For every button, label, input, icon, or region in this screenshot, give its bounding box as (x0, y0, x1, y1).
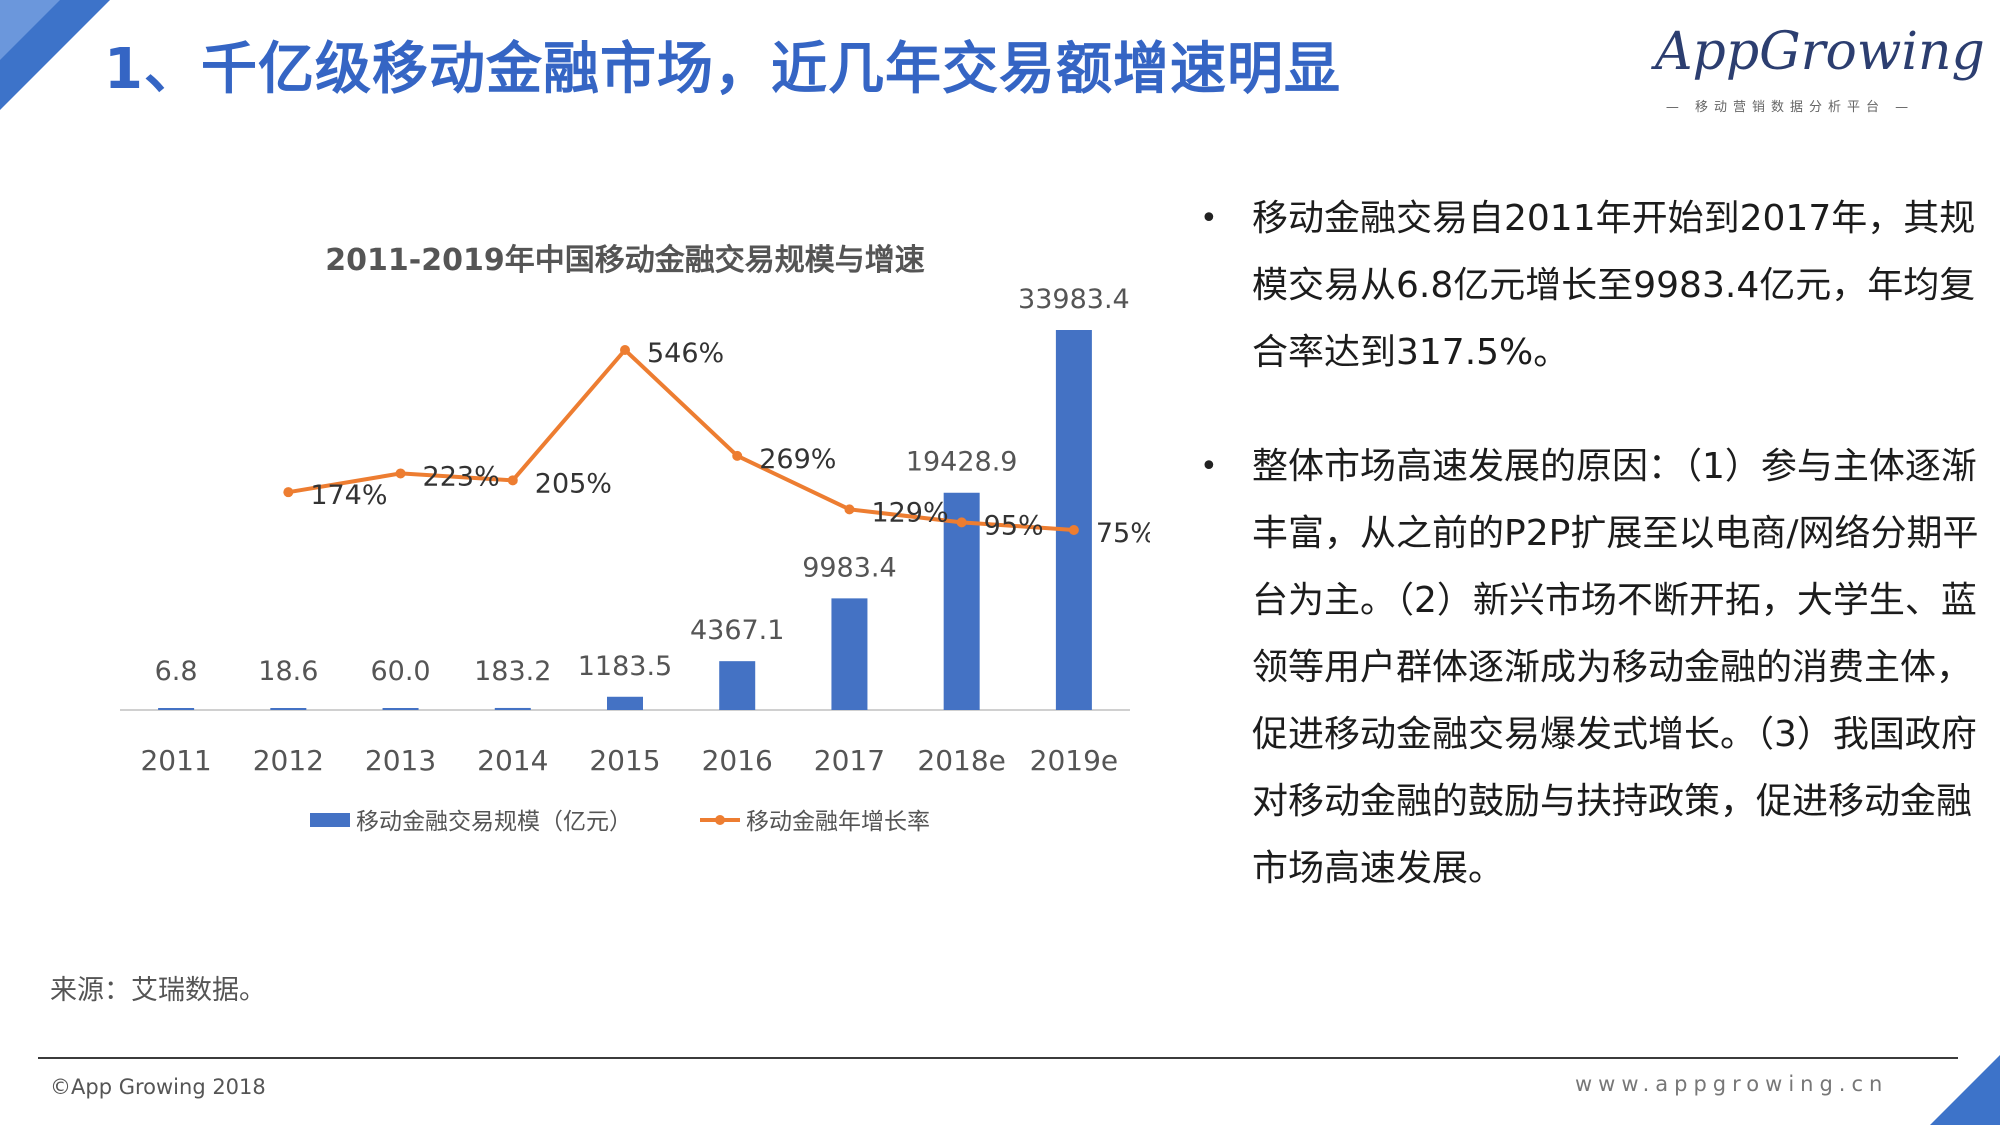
logo-wordmark: AppGrowing (1655, 22, 1985, 82)
x-tick-label: 2019e (1030, 744, 1118, 777)
growth-point (732, 450, 743, 461)
chart-container: 2011-2019年中国移动金融交易规模与增速 6.8 18.6 60.0 183.2 1… (90, 220, 1156, 860)
growth-value-label: 95% (984, 510, 1044, 541)
bar (382, 708, 419, 710)
copyright-text: ©App Growing 2018 (50, 1075, 266, 1099)
footer-divider (38, 1057, 1958, 1059)
source-note: 来源：艾瑞数据。 (50, 975, 266, 1006)
growth-point (507, 475, 518, 486)
bar-value-label: 33983.4 (1018, 284, 1130, 315)
growth-value-label: 546% (647, 338, 724, 369)
growth-point (844, 504, 855, 515)
growth-value-label: 174% (310, 480, 387, 511)
x-tick-label: 2017 (814, 744, 885, 777)
bar-value-label: 19428.9 (906, 447, 1018, 478)
growth-line (288, 347, 1075, 532)
x-tick-label: 2015 (589, 744, 660, 777)
x-tick-label: 2012 (253, 744, 324, 777)
growth-value-label: 129% (871, 497, 948, 528)
bullet-text: 移动金融交易自2011年开始到2017年，其规模交易从6.8亿元增长至9983.… (1252, 198, 1976, 373)
bar (1055, 330, 1092, 710)
bar-value-label: 1183.5 (578, 651, 672, 682)
bar-value-label: 183.2 (474, 656, 551, 687)
combo-chart: 2011-2019年中国移动金融交易规模与增速 6.8 18.6 60.0 183.2 1… (120, 243, 1156, 835)
x-tick-label: 2013 (365, 744, 436, 777)
bar (270, 708, 307, 710)
website-url[interactable]: www.appgrowing.cn (1575, 1072, 1889, 1096)
bar-value-label: 6.8 (155, 656, 198, 687)
bullet-item: • 移动金融交易自2011年开始到2017年，其规模交易从6.8亿元增长至998… (1200, 185, 1980, 386)
growth-point (1068, 525, 1079, 535)
x-tick-label: 2018e (917, 744, 1005, 777)
x-tick-label: 2016 (702, 744, 773, 777)
bar (158, 708, 195, 710)
bullet-text: 整体市场高速发展的原因：（1）参与主体逐渐丰富，从之前的P2P扩展至以电商/网络… (1252, 446, 1979, 889)
bar-value-label: 18.6 (258, 656, 318, 687)
corner-decoration-bottom-right (1930, 1055, 2000, 1125)
legend-line-label: 移动金融年增长率 (746, 809, 930, 835)
growth-point (283, 487, 294, 498)
chart-title: 2011-2019年中国移动金融交易规模与增速 (325, 243, 924, 278)
app-growing-logo: AppGrowing — 移动营销数据分析平台 — (1655, 22, 1985, 122)
bullet-list: • 移动金融交易自2011年开始到2017年，其规模交易从6.8亿元增长至998… (1200, 185, 1980, 949)
legend-bar-label: 移动金融交易规模（亿元） (356, 809, 632, 835)
x-tick-label: 2011 (140, 744, 211, 777)
bar-value-label: 4367.1 (690, 615, 784, 646)
page-title: 1、千亿级移动金融市场，近几年交易额增速明显 (104, 37, 1341, 102)
bar (831, 598, 868, 710)
bar (494, 707, 531, 710)
bar (607, 696, 643, 710)
corner-decoration-top-left-inner (0, 0, 60, 60)
bullet-item: • 整体市场高速发展的原因：（1）参与主体逐渐丰富，从之前的P2P扩展至以电商/… (1200, 433, 1980, 902)
growth-value-label: 75% (1096, 518, 1150, 549)
growth-point (956, 517, 967, 528)
bullet-marker: • (1200, 449, 1218, 484)
legend-line-marker (715, 815, 725, 825)
growth-value-label: 269% (759, 444, 836, 475)
bar-value-label: 60.0 (370, 656, 430, 687)
x-tick-label: 2014 (477, 744, 548, 777)
legend-bar-swatch (310, 813, 350, 827)
growth-point (620, 345, 630, 355)
logo-subtitle: — 移动营销数据分析平台 — (1665, 100, 1915, 115)
bar (719, 661, 756, 710)
growth-point (395, 468, 406, 479)
bullet-marker: • (1200, 201, 1218, 236)
growth-value-label: 223% (423, 461, 500, 492)
bar (943, 492, 980, 710)
growth-value-label: 205% (535, 468, 612, 499)
bar-value-label: 9983.4 (802, 552, 896, 583)
